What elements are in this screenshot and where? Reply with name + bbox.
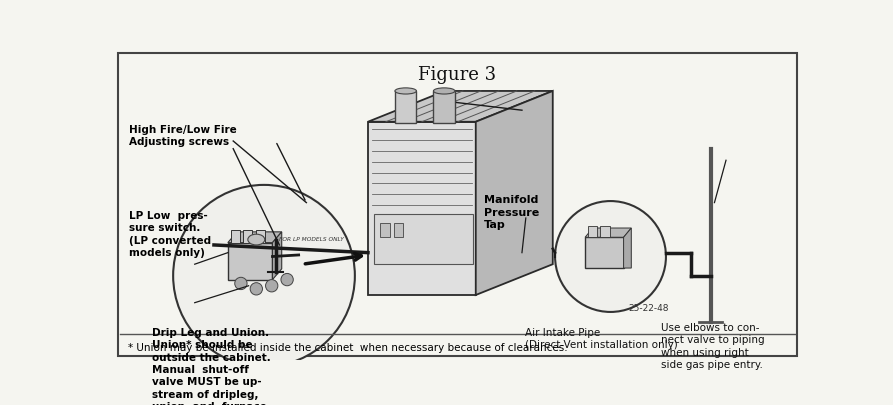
Bar xyxy=(395,91,416,123)
Text: High Fire/Low Fire
Adjusting screws: High Fire/Low Fire Adjusting screws xyxy=(129,125,237,147)
Polygon shape xyxy=(623,228,631,268)
Circle shape xyxy=(281,273,293,286)
Circle shape xyxy=(555,201,666,312)
Text: Drip Leg and Union.
Union* should be
outside the cabinet.
Manual  shut-off
valve: Drip Leg and Union. Union* should be out… xyxy=(152,328,271,405)
Text: 25-22-48: 25-22-48 xyxy=(628,304,669,313)
Ellipse shape xyxy=(395,88,416,94)
Text: Manifold
Pressure
Tap: Manifold Pressure Tap xyxy=(484,195,539,230)
Bar xyxy=(588,226,597,237)
Polygon shape xyxy=(585,228,631,237)
Bar xyxy=(380,224,389,237)
Bar xyxy=(243,230,253,243)
Circle shape xyxy=(235,277,247,290)
Polygon shape xyxy=(476,91,553,295)
Bar xyxy=(585,237,623,268)
Polygon shape xyxy=(228,232,281,243)
Text: Use elbows to con-
nect valve to piping
when using right
side gas pipe entry.: Use elbows to con- nect valve to piping … xyxy=(661,323,764,370)
Text: LP Low  pres-
sure switch.
(LP converted
models only): LP Low pres- sure switch. (LP converted … xyxy=(129,211,211,258)
Polygon shape xyxy=(368,91,553,122)
Bar xyxy=(600,226,610,237)
Ellipse shape xyxy=(433,88,455,94)
Text: FOR LP MODELS ONLY: FOR LP MODELS ONLY xyxy=(280,237,345,242)
Bar xyxy=(255,230,265,243)
Circle shape xyxy=(265,279,278,292)
Bar xyxy=(394,224,404,237)
Bar xyxy=(433,91,455,123)
Ellipse shape xyxy=(248,234,265,245)
Bar xyxy=(231,230,240,243)
Polygon shape xyxy=(368,122,476,295)
Bar xyxy=(374,214,472,264)
Polygon shape xyxy=(272,232,281,279)
Circle shape xyxy=(173,185,355,367)
Circle shape xyxy=(250,283,263,295)
Text: * Union may be installed inside the cabinet  when necessary because of clearance: * Union may be installed inside the cabi… xyxy=(128,343,567,353)
Text: Figure 3: Figure 3 xyxy=(418,66,497,83)
Text: Air Intake Pipe
(Direct-Vent installation only): Air Intake Pipe (Direct-Vent installatio… xyxy=(525,328,678,350)
Bar xyxy=(228,243,272,279)
